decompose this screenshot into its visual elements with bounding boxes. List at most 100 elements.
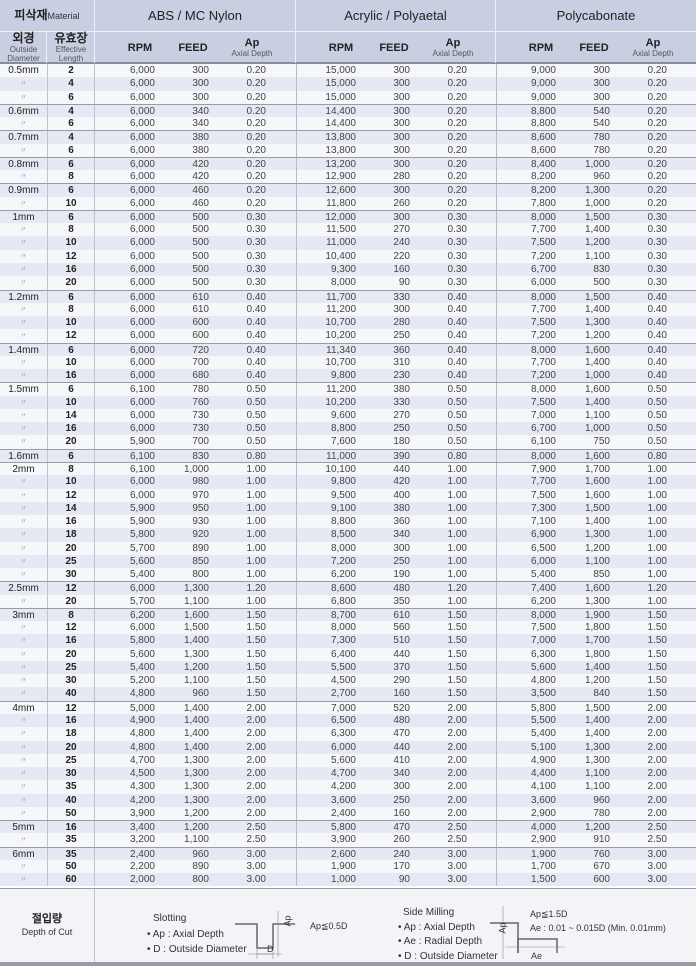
abs-rpm-cell: 5,700 [129, 595, 155, 607]
polycarbonate-rpm-cell: 7,500 [530, 622, 556, 634]
abs-ap-cell: 0.20 [246, 185, 266, 197]
abs-ap-cell: 0.50 [246, 384, 266, 396]
abs-ap-cell: 0.50 [246, 423, 266, 435]
dia-en2: Diameter [7, 54, 40, 63]
polycarbonate-ap-cell: 0.40 [647, 330, 667, 342]
column-divider [296, 343, 297, 356]
table-row: 1.4mm 6 6,000 720 0.40 11,340 360 0.40 8,000 1,60… [0, 342, 696, 356]
abs-feed-cell: 300 [192, 65, 209, 76]
abs-ap-cell: 1.00 [246, 542, 266, 554]
column-divider [296, 435, 297, 449]
column-divider [296, 701, 297, 715]
acrylic-rpm-cell: 11,000 [326, 450, 356, 462]
side-milling-title: Side Milling [403, 907, 455, 918]
polycarbonate-feed-cell: 540 [593, 118, 610, 130]
column-divider [496, 660, 497, 675]
column-divider [296, 833, 297, 847]
abs-rpm-cell: 6,100 [129, 463, 155, 475]
polycarbonate-ap-cell: 2.00 [647, 728, 667, 740]
polycarbonate-feed-cell: 850 [593, 569, 610, 581]
column-divider [496, 806, 497, 821]
column-divider [496, 343, 497, 356]
length-cell: 10 [47, 475, 95, 489]
column-divider [496, 276, 497, 290]
polycarbonate-rpm-cell: 6,000 [530, 555, 556, 567]
col-header-ap: Ap Axial Depth [222, 32, 282, 63]
acrylic-rpm-cell: 7,300 [330, 635, 356, 647]
table-row: 3mm 8 6,200 1,600 1.50 8,700 610 1.50 8,000 1,900… [0, 607, 696, 622]
abs-feed-cell: 1,300 [183, 794, 209, 806]
abs-rpm-cell: 6,000 [129, 118, 155, 130]
column-divider [296, 501, 297, 516]
acrylic-feed-cell: 190 [393, 569, 410, 581]
polycarbonate-feed-cell: 1,100 [584, 250, 610, 262]
length-cell: 20 [47, 740, 95, 754]
polycarbonate-rpm-cell: 9,000 [530, 78, 556, 90]
column-divider [296, 608, 297, 622]
acrylic-rpm-cell: 5,600 [330, 754, 356, 766]
acrylic-ap-cell: 0.30 [447, 237, 467, 249]
column-divider [296, 64, 297, 78]
table-row: 〃 18 4,800 1,400 2.00 6,300 470 2.00 5,400 1,400 2… [0, 727, 696, 741]
column-divider [496, 753, 497, 768]
abs-ap-cell: 0.20 [246, 91, 266, 103]
column-divider [296, 184, 297, 197]
length-cell: 6 [47, 290, 95, 303]
diameter-cell: 〃 [20, 531, 27, 539]
polycarbonate-rpm-cell: 7,100 [530, 516, 556, 528]
column-divider [296, 515, 297, 529]
abs-rpm-cell: 4,800 [129, 741, 155, 753]
abs-rpm-cell: 5,900 [129, 502, 155, 514]
polycarbonate-ap-cell: 1.20 [647, 583, 667, 595]
diameter-cell: 〃 [20, 836, 27, 844]
diameter-cell: 1.5mm [8, 384, 39, 396]
acrylic-feed-cell: 350 [393, 595, 410, 607]
column-divider [296, 634, 297, 648]
length-cell: 8 [47, 302, 95, 317]
abs-rpm-cell: 6,000 [129, 356, 155, 368]
diameter-cell: 〃 [20, 876, 27, 884]
diameter-cell: 0.6mm [8, 105, 39, 117]
acrylic-ap-cell: 0.30 [447, 224, 467, 236]
abs-feed-cell: 1,200 [183, 822, 209, 834]
acrylic-ap-cell: 0.20 [447, 65, 467, 76]
polycarbonate-rpm-cell: 5,100 [530, 741, 556, 753]
polycarbonate-rpm-cell: 7,500 [530, 489, 556, 501]
table-row: 〃 30 4,500 1,300 2.00 4,700 340 2.00 4,400 1,100 2… [0, 767, 696, 781]
acrylic-feed-cell: 300 [393, 781, 410, 793]
acrylic-rpm-cell: 4,200 [330, 781, 356, 793]
table-row: 〃 30 5,400 800 1.00 6,200 190 1.00 5,400 850 1.00 [0, 568, 696, 582]
abs-ap-cell: 0.20 [246, 105, 266, 117]
abs-feed-cell: 500 [192, 250, 209, 262]
abs-feed-cell: 300 [192, 78, 209, 90]
diameter-cell: 〃 [20, 80, 27, 88]
abs-ap-cell: 0.30 [246, 250, 266, 262]
acrylic-feed-cell: 400 [393, 489, 410, 501]
length-cell: 2 [47, 64, 95, 78]
polycarbonate-rpm-cell: 7,400 [530, 583, 556, 595]
column-divider [496, 329, 497, 343]
polycarbonate-rpm-cell: 3,600 [530, 794, 556, 806]
polycarbonate-ap-cell: 1.50 [647, 622, 667, 634]
column-divider [296, 780, 297, 794]
abs-ap-cell: 3.00 [246, 860, 266, 872]
acrylic-rpm-cell: 10,100 [325, 463, 356, 475]
table-row: 5mm 16 3,400 1,200 2.50 5,800 470 2.50 4,000 1,20… [0, 820, 696, 834]
column-divider [496, 634, 497, 648]
polycarbonate-rpm-cell: 5,400 [530, 569, 556, 581]
length-cell: 60 [47, 873, 95, 887]
length-cell: 6 [47, 117, 95, 131]
abs-rpm-cell: 6,000 [129, 317, 155, 329]
acrylic-ap-cell: 0.30 [447, 250, 467, 262]
abs-feed-cell: 610 [192, 303, 209, 315]
abs-ap-cell: 1.00 [246, 595, 266, 607]
abs-rpm-cell: 5,800 [129, 529, 155, 541]
column-divider [296, 249, 297, 263]
abs-rpm-cell: 5,200 [129, 675, 155, 687]
polycarbonate-rpm-cell: 7,000 [530, 409, 556, 421]
slotting-diagram [235, 911, 295, 959]
abs-rpm-cell: 5,700 [129, 542, 155, 554]
col-header-feed: FEED [163, 32, 223, 63]
column-divider [496, 184, 497, 197]
polycarbonate-ap-cell: 0.50 [647, 423, 667, 435]
